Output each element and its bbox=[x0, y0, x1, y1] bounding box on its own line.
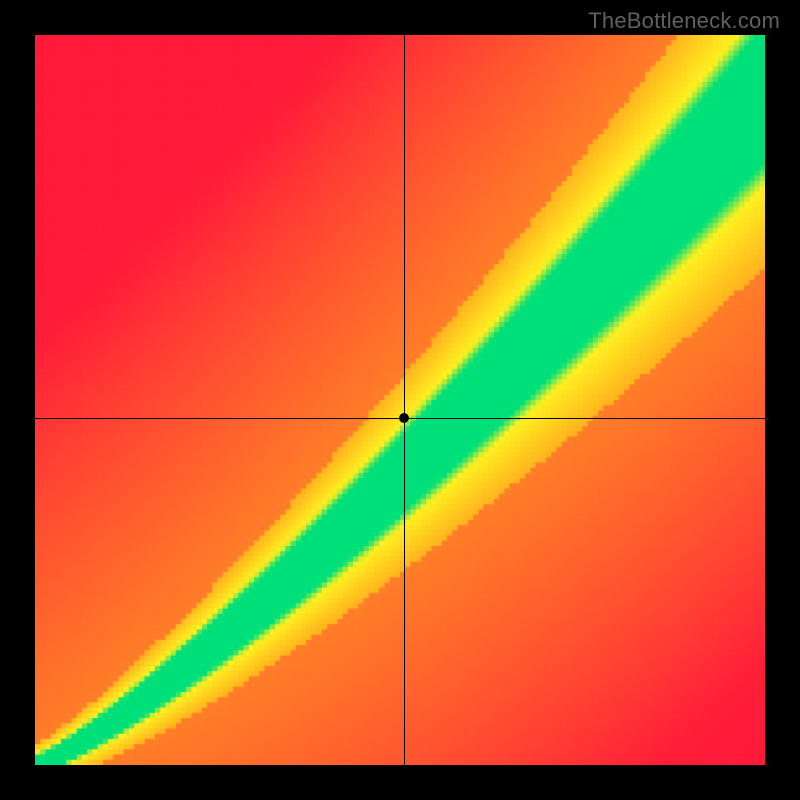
watermark-text: TheBottleneck.com bbox=[588, 8, 780, 34]
crosshair-vertical bbox=[404, 35, 405, 765]
operating-point-marker bbox=[399, 413, 409, 423]
bottleneck-heatmap bbox=[35, 35, 765, 765]
